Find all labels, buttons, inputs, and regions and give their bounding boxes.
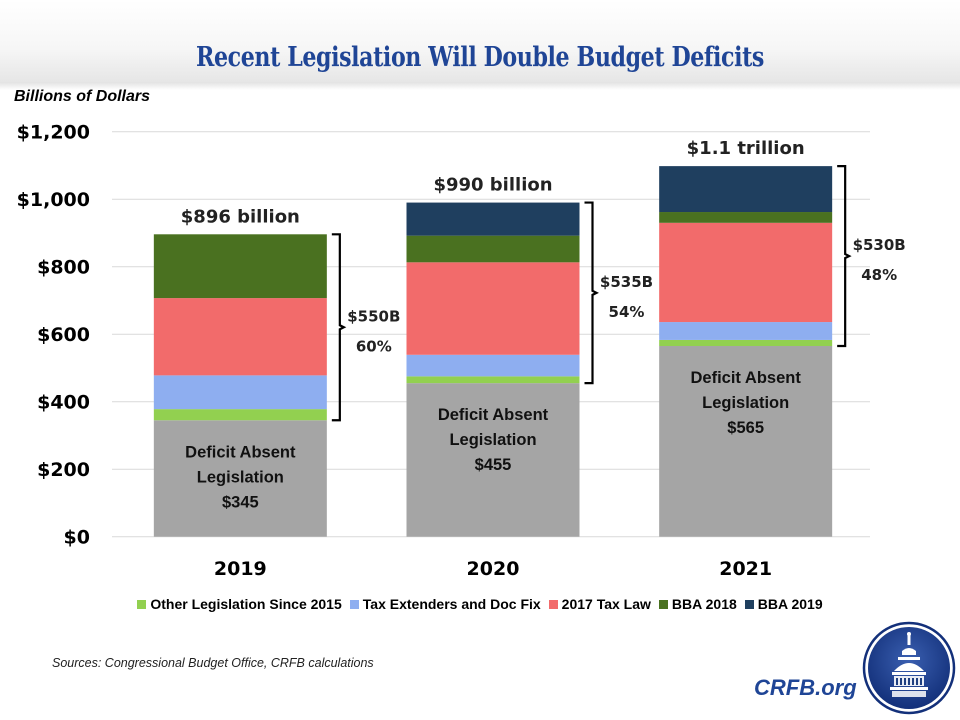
bar-segment-deficit-absent-legislation: [406, 383, 580, 537]
base-deficit-label: $345: [222, 493, 259, 511]
bar-segment-bba-2018: [406, 235, 580, 263]
x-tick-label: 2020: [467, 558, 520, 580]
legend-label: Tax Extenders and Doc Fix: [362, 596, 541, 612]
legend-item: BBA 2018: [658, 596, 737, 612]
bar-segment-other-legislation-since-2015: [153, 409, 327, 421]
bar-segment-deficit-absent-legislation: [153, 420, 327, 537]
stacked-bar-chart: $0$200$400$600$800$1,000$1,200 2019 2020 2…: [17, 122, 906, 580]
base-deficit-label: $565: [727, 419, 764, 437]
y-tick-label: $1,000: [17, 189, 90, 211]
bar-segment-bba-2019: [406, 202, 580, 236]
legend-label: 2017 Tax Law: [561, 596, 651, 612]
capitol-dome-icon: [862, 621, 956, 715]
x-axis-ticks: 2019 2020 2021: [214, 558, 772, 580]
bars: [153, 166, 833, 537]
bar-segment-deficit-absent-legislation: [659, 346, 833, 537]
bar-segment-bba-2019: [659, 166, 833, 213]
legend-swatch: [658, 600, 668, 609]
base-deficit-label: Deficit Absent: [691, 369, 802, 387]
bar-segment-other-legislation-since-2015: [659, 339, 833, 347]
y-axis-ticks: $0 $200 $400 $600 $800 $1,000 $1,200: [17, 122, 90, 549]
bar-segment-bba-2018: [153, 234, 327, 299]
header-band: [0, 0, 960, 90]
base-deficit-label: Deficit Absent: [438, 406, 549, 424]
y-tick-label: $800: [37, 257, 90, 279]
y-tick-label: $1,200: [17, 122, 90, 144]
y-tick-label: $600: [37, 324, 90, 346]
brace-amount-label: $530B: [853, 236, 906, 254]
legend: Other Legislation Since 2015 Tax Extender…: [0, 596, 960, 612]
legend-item: Other Legislation Since 2015: [137, 596, 342, 612]
x-tick-label: 2019: [214, 558, 267, 580]
brace-share-label: 54%: [609, 303, 645, 321]
x-tick-label: 2021: [719, 558, 772, 580]
brace-amount-label: $550B: [347, 307, 400, 325]
y-tick-label: $0: [64, 527, 90, 549]
legend-swatch: [744, 600, 754, 609]
annotations: $896 billion Deficit Absent Legislation $34…: [181, 138, 906, 511]
base-deficit-label: Deficit Absent: [185, 443, 296, 461]
brace-bracket: [584, 201, 599, 385]
total-label: $1.1 trillion: [687, 138, 805, 159]
base-deficit-label: Legislation: [702, 394, 789, 412]
source-note: Sources: Congressional Budget Office, CR…: [52, 656, 374, 670]
y-tick-label: $400: [37, 392, 90, 414]
legend-item: 2017 Tax Law: [548, 596, 651, 612]
bar-segment-tax-extenders-and-doc-fix: [153, 375, 327, 410]
bar-segment-2017-tax-law: [659, 222, 833, 323]
base-deficit-label: Legislation: [449, 431, 536, 449]
brace-share-label: 60%: [356, 337, 392, 355]
bar-segment-other-legislation-since-2015: [406, 376, 580, 384]
total-label: $990 billion: [433, 175, 552, 196]
base-deficit-label: $455: [475, 456, 512, 474]
y-axis-units-label: Billions of Dollars: [14, 88, 151, 105]
brace-share-label: 48%: [861, 266, 897, 284]
bar-segment-2017-tax-law: [153, 298, 327, 376]
brace-amount-label: $535B: [600, 273, 653, 291]
legend-label: Other Legislation Since 2015: [150, 596, 342, 612]
brand-link[interactable]: CRFB.org: [754, 675, 857, 700]
bar-segment-tax-extenders-and-doc-fix: [406, 354, 580, 377]
brace-bracket: [837, 165, 852, 348]
bar-segment-tax-extenders-and-doc-fix: [659, 322, 833, 340]
legend-label: BBA 2018: [671, 596, 737, 612]
chart-title: Recent Legislation Will Double Budget De…: [196, 42, 764, 73]
bar-segment-bba-2018: [659, 212, 833, 223]
y-tick-label: $200: [37, 459, 90, 481]
legend-item: BBA 2019: [744, 596, 823, 612]
legend-swatch: [349, 600, 359, 609]
legend-swatch: [548, 600, 558, 609]
brace-bracket: [331, 233, 347, 422]
bar-segment-2017-tax-law: [406, 262, 580, 355]
legend-label: BBA 2019: [757, 596, 823, 612]
legend-swatch: [137, 600, 147, 609]
base-deficit-label: Legislation: [197, 468, 284, 486]
legend-item: Tax Extenders and Doc Fix: [349, 596, 541, 612]
total-label: $896 billion: [181, 206, 300, 227]
